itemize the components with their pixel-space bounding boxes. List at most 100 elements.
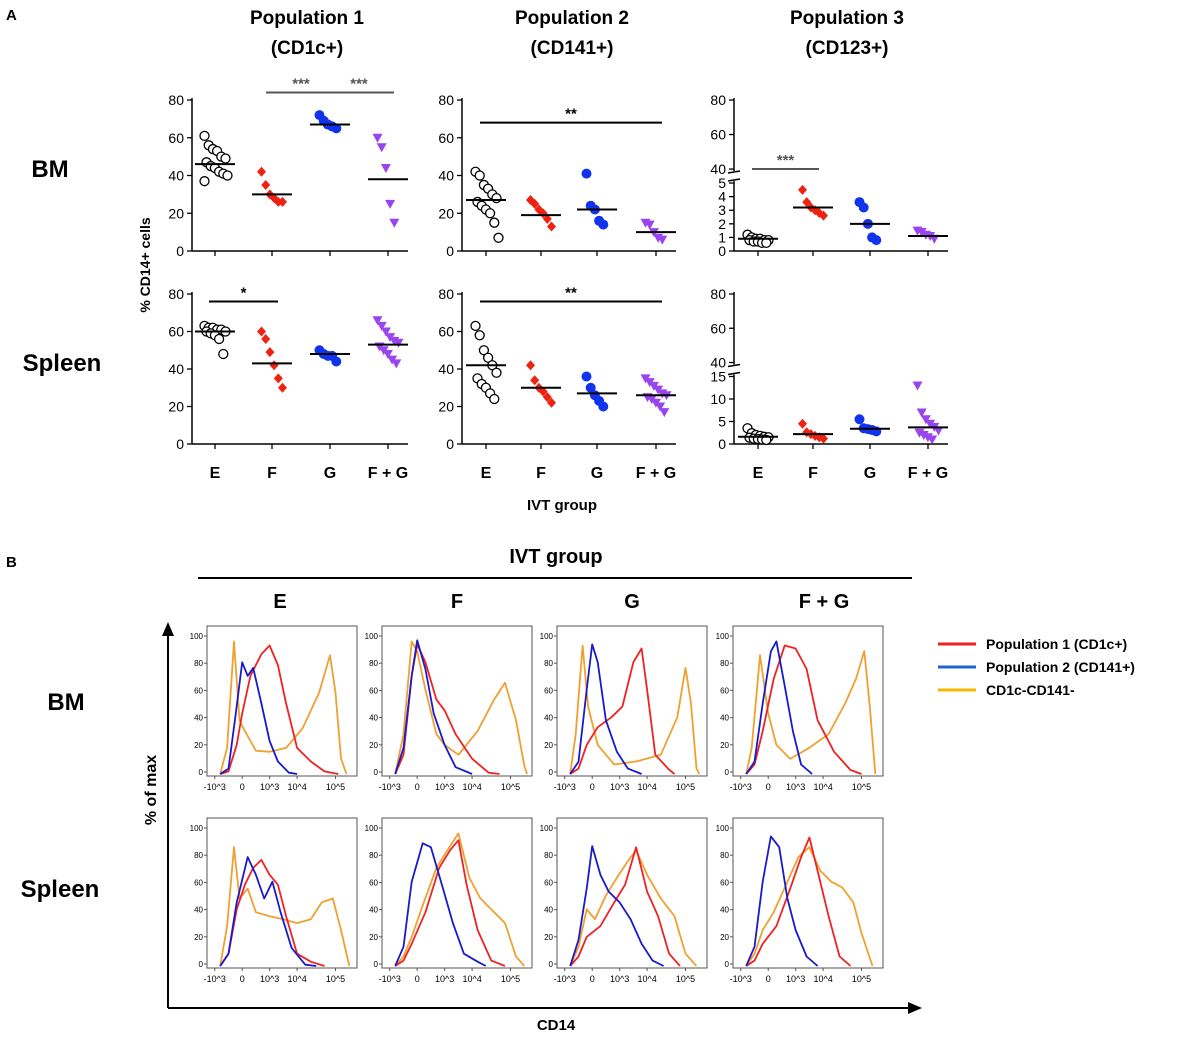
panel-b-header: IVT group (509, 546, 602, 568)
y-tick-label: 0 (446, 436, 454, 452)
x-axis-label-b: CD14 (537, 1017, 576, 1034)
data-point-g (585, 382, 596, 393)
y-tick-label: 0 (549, 960, 554, 969)
histogram-curve-p3 (219, 640, 348, 775)
y-tick-label: 4 (718, 189, 726, 205)
data-point-g (331, 356, 342, 367)
data-point-g (331, 123, 342, 134)
x-tick-label: 10^3 (786, 974, 805, 984)
y-tick-label: 1 (718, 229, 726, 245)
scatter-plot-1: 0 20 40 60 80 *** *** (168, 75, 408, 259)
x-tick-label: 10^3 (610, 782, 629, 792)
x-tick-label: 10^4 (462, 782, 481, 792)
x-tick-label: E (210, 465, 221, 482)
data-point-e (470, 320, 481, 332)
data-point-g (854, 414, 865, 425)
y-tick-label: 80 (194, 659, 203, 668)
row-label-bm-b: BM (47, 689, 84, 716)
x-tick-label: 10^4 (462, 974, 481, 984)
y-tick-label: 100 (540, 824, 554, 833)
data-point-f (819, 210, 828, 221)
histogram-curve-p2 (394, 639, 473, 775)
y-tick-label: 40 (369, 906, 378, 915)
histogram-curve-p2 (745, 640, 813, 775)
x-tick-label: 0 (766, 782, 771, 792)
histogram-curve-p3 (745, 650, 877, 775)
y-tick-label: 80 (710, 92, 726, 108)
x-tick-label: 10^3 (786, 782, 805, 792)
group-label-fg: F + G (799, 591, 850, 613)
x-tick-label: 0 (766, 974, 771, 984)
data-point-e (199, 130, 210, 142)
scatter-plot-5: 0 20 40 60 80 E F G F + G ** (438, 285, 676, 483)
x-tick-label: G (864, 465, 876, 482)
data-point-fg (389, 218, 400, 228)
x-tick-label: 10^5 (676, 974, 695, 984)
y-tick-label: 20 (720, 933, 729, 942)
data-point-e (474, 170, 485, 181)
y-tick-label: 100 (365, 824, 379, 833)
y-tick-label: 80 (438, 286, 454, 302)
histogram-curve-p3 (569, 849, 698, 967)
y-tick-label: 100 (190, 632, 204, 641)
legend-label-population-2: Population 2 (CD141+) (986, 659, 1135, 675)
x-tick-label: 10^4 (637, 782, 656, 792)
data-point-fg (382, 350, 393, 359)
x-tick-label: 0 (240, 782, 245, 792)
histogram-curve-p2 (394, 842, 487, 967)
data-point-g (871, 235, 882, 246)
data-point-e (489, 393, 500, 405)
data-point-f (530, 198, 540, 209)
x-tick-label: F + G (368, 465, 408, 482)
y-tick-label: 20 (544, 933, 553, 942)
axis-break-mark (727, 363, 741, 368)
data-point-fg (912, 381, 923, 391)
data-point-f (269, 360, 279, 371)
histogram-curve-p2 (745, 835, 819, 967)
data-point-fg (372, 133, 383, 143)
y-tick-label: 20 (168, 205, 184, 221)
x-tick-label: 10^5 (501, 782, 520, 792)
y-tick-label: 80 (544, 659, 553, 668)
histogram-curve-p1 (569, 846, 681, 967)
data-point-f (819, 433, 828, 444)
x-tick-label: E (481, 465, 492, 482)
y-tick-label: 60 (438, 324, 454, 340)
data-point-fg (380, 327, 391, 337)
y-tick-label: 0 (176, 243, 184, 259)
x-tick-label: 0 (590, 974, 595, 984)
histogram-frame (206, 625, 358, 777)
x-tick-label: 10^5 (326, 974, 345, 984)
y-tick-label: 100 (540, 632, 554, 641)
x-tick-label: 10^5 (326, 782, 345, 792)
data-point-fg (927, 435, 938, 445)
data-point-g (858, 202, 869, 213)
x-tick-label: 10^3 (260, 782, 279, 792)
y-tick-label: 0 (549, 768, 554, 777)
data-point-g (581, 168, 592, 179)
data-point-f (278, 382, 287, 393)
data-point-fg (644, 220, 655, 230)
y-tick-label: 20 (720, 741, 729, 750)
y-tick-label: 0 (199, 768, 204, 777)
y-tick-label: 100 (716, 824, 730, 833)
x-tick-label: 0 (415, 782, 420, 792)
y-tick-label: 2 (718, 216, 726, 232)
data-point-fg (393, 338, 404, 348)
y-tick-label: 60 (710, 127, 726, 143)
y-tick-label: 10 (710, 391, 726, 407)
x-tick-label: 10^3 (260, 974, 279, 984)
y-tick-label: 40 (720, 906, 729, 915)
data-point-e (491, 192, 502, 204)
data-point-fg (916, 408, 927, 418)
histogram-curve-p3 (219, 846, 351, 967)
y-tick-label: 80 (720, 659, 729, 668)
y-tick-label: 40 (194, 906, 203, 915)
data-point-fg (916, 227, 927, 237)
y-tick-label: 0 (374, 768, 379, 777)
